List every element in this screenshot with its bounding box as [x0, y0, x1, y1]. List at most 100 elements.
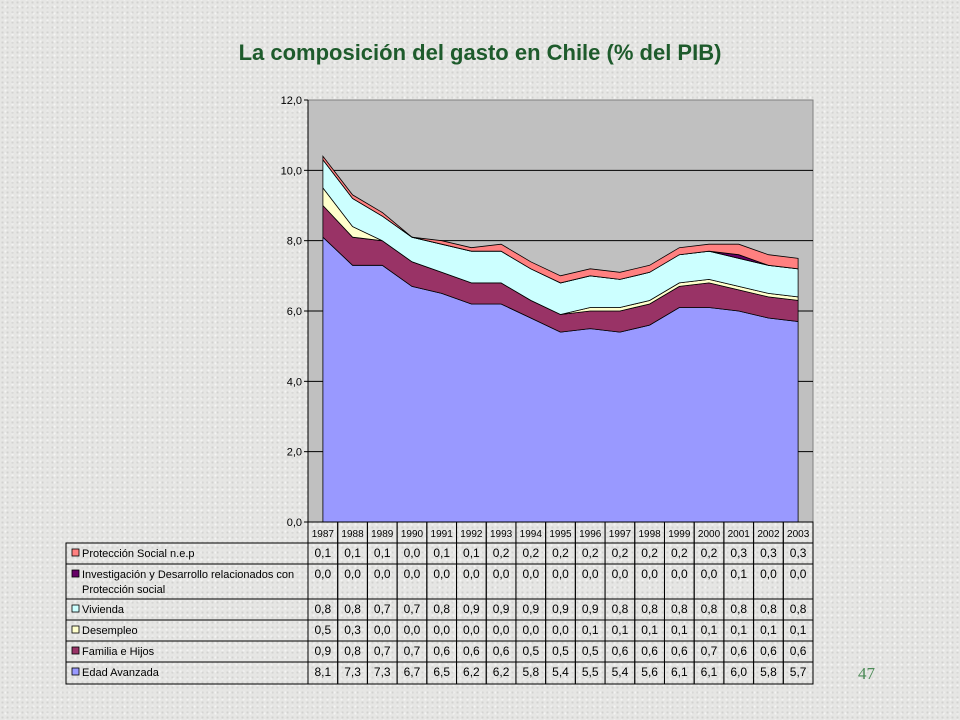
x-category-label: 2003	[787, 529, 810, 540]
legend-label: Vivienda	[82, 604, 125, 616]
table-value: 0,8	[433, 602, 450, 616]
table-value: 0,3	[730, 546, 747, 560]
x-category-label: 1992	[460, 529, 483, 540]
table-value: 0,8	[344, 602, 361, 616]
x-category-label: 1999	[668, 529, 691, 540]
table-value: 0,0	[522, 623, 539, 637]
legend-key-swatch	[71, 667, 80, 676]
table-value: 0,8	[760, 602, 777, 616]
table-value: 5,8	[522, 665, 539, 679]
legend-key-swatch	[71, 548, 80, 557]
table-value: 0,0	[463, 567, 480, 581]
table-value: 0,0	[315, 567, 332, 581]
area-series-5	[322, 155, 799, 284]
slide-title: La composición del gasto en Chile (% del…	[238, 40, 722, 65]
table-value: 0,0	[463, 623, 480, 637]
table-value: 0,8	[671, 602, 688, 616]
table-value: 5,6	[641, 665, 658, 679]
table-value: 0,9	[552, 602, 569, 616]
table-value: 0,0	[344, 567, 361, 581]
table-value: 0,0	[493, 623, 510, 637]
table-value: 0,5	[315, 623, 332, 637]
table-value: 0,1	[730, 623, 747, 637]
table-value: 0,0	[433, 623, 450, 637]
legend-label: Investigación y Desarrollo relacionados …	[82, 569, 294, 581]
table-value: 0,2	[493, 546, 510, 560]
table-value: 0,1	[344, 546, 361, 560]
x-category-label: 1996	[579, 529, 602, 540]
table-value: 0,1	[433, 546, 450, 560]
table-value: 6,7	[404, 665, 421, 679]
table-value: 0,0	[612, 567, 629, 581]
y-tick-label: 6,0	[287, 306, 302, 318]
table-value: 0,1	[730, 567, 747, 581]
table-value: 0,1	[582, 623, 599, 637]
table-value: 6,2	[493, 665, 510, 679]
table-value: 0,0	[404, 623, 421, 637]
table-value: 0,9	[582, 602, 599, 616]
y-tick-label: 10,0	[281, 165, 302, 177]
legend-label: Edad Avanzada	[82, 667, 160, 679]
table-value: 0,0	[374, 623, 391, 637]
table-value: 6,1	[671, 665, 688, 679]
table-value: 0,3	[344, 623, 361, 637]
x-category-label: 2001	[728, 529, 751, 540]
table-value: 5,4	[612, 665, 629, 679]
table-value: 0,0	[522, 567, 539, 581]
table-value: 0,0	[552, 567, 569, 581]
table-value: 0,5	[582, 644, 599, 658]
legend-label: Protección Social n.e.p	[82, 548, 195, 560]
table-value: 5,4	[552, 665, 569, 679]
table-value: 0,0	[493, 567, 510, 581]
table-value: 0,6	[493, 644, 510, 658]
table-value: 0,1	[641, 623, 658, 637]
table-value: 5,7	[790, 665, 807, 679]
table-value: 0,0	[701, 567, 718, 581]
x-category-label: 1991	[431, 529, 454, 540]
table-value: 0,6	[433, 644, 450, 658]
legend-key-swatch	[71, 604, 80, 613]
table-value: 0,6	[671, 644, 688, 658]
legend-label: Familia e Hijos	[82, 646, 155, 658]
table-value: 0,3	[790, 546, 807, 560]
table-value: 0,1	[463, 546, 480, 560]
table-value: 0,7	[374, 602, 391, 616]
table-value: 0,1	[612, 623, 629, 637]
table-value: 5,5	[582, 665, 599, 679]
legend-key-swatch	[71, 625, 80, 634]
x-category-label: 1993	[490, 529, 513, 540]
x-category-label: 1995	[549, 529, 572, 540]
x-category-label: 1988	[341, 529, 364, 540]
legend-label: Desempleo	[82, 625, 138, 637]
table-value: 0,6	[612, 644, 629, 658]
y-tick-label: 0,0	[287, 517, 302, 529]
table-value: 0,5	[552, 644, 569, 658]
table-value: 7,3	[374, 665, 391, 679]
legend-key-swatch	[71, 646, 80, 655]
table-value: 0,8	[701, 602, 718, 616]
table-value: 0,9	[522, 602, 539, 616]
table-value: 6,2	[463, 665, 480, 679]
x-category-label: 2002	[757, 529, 780, 540]
table-value: 0,0	[641, 567, 658, 581]
table-value: 0,0	[404, 546, 421, 560]
table-value: 0,0	[760, 567, 777, 581]
legend-key-swatch	[71, 569, 80, 578]
table-value: 0,1	[671, 623, 688, 637]
x-category-label: 1987	[312, 529, 335, 540]
table-value: 0,8	[612, 602, 629, 616]
table-value: 8,1	[315, 665, 332, 679]
x-category-label: 1994	[520, 529, 543, 540]
table-value: 0,0	[790, 567, 807, 581]
y-tick-label: 8,0	[287, 236, 302, 248]
table-value: 0,2	[522, 546, 539, 560]
table-value: 0,2	[612, 546, 629, 560]
table-value: 0,1	[701, 623, 718, 637]
x-category-label: 1990	[401, 529, 424, 540]
table-value: 0,0	[433, 567, 450, 581]
x-category-label: 1997	[609, 529, 632, 540]
table-value: 5,8	[760, 665, 777, 679]
table-value: 0,0	[404, 567, 421, 581]
table-cell	[782, 661, 814, 685]
